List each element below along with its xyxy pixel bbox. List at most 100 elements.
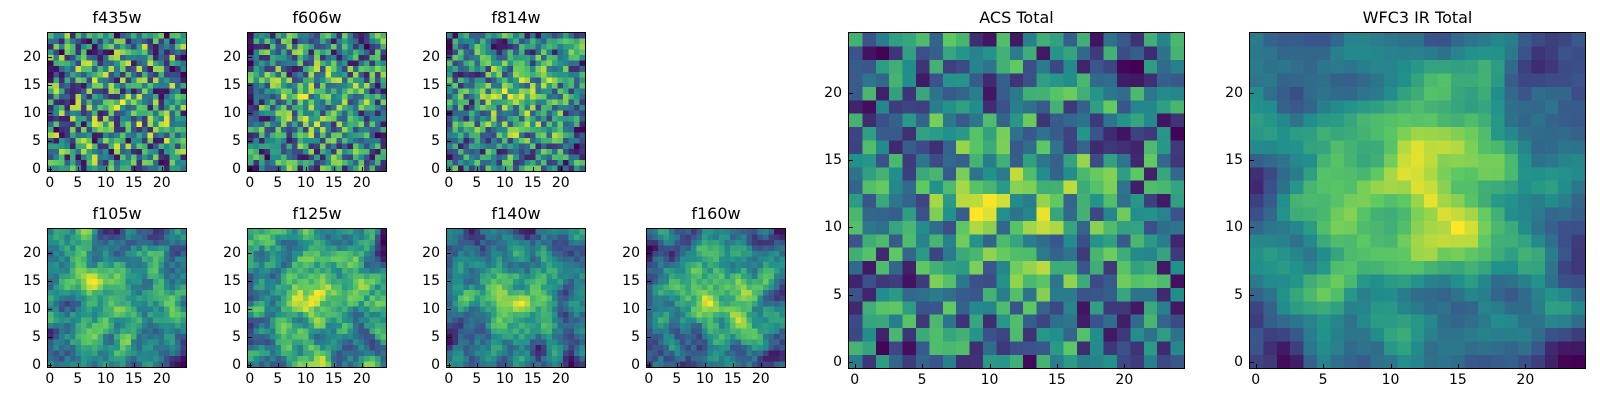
- heatmap-cell: [352, 234, 359, 241]
- heatmap-cell: [281, 273, 287, 279]
- heatmap-cell: [751, 333, 758, 340]
- heatmap-cell: [535, 82, 541, 89]
- heatmap-cell: [64, 262, 71, 268]
- heatmap-cell: [180, 148, 186, 155]
- heatmap-cell: [773, 262, 780, 268]
- heatmap-cell: [768, 273, 775, 279]
- heatmap-cell: [513, 328, 519, 334]
- heatmap-cell: [369, 93, 376, 100]
- heatmap-cell: [264, 240, 271, 246]
- heatmap-cell: [130, 262, 137, 268]
- plot-area: [446, 228, 586, 368]
- heatmap-cell: [119, 322, 126, 329]
- heatmap-cell: [152, 306, 159, 312]
- heatmap-cell: [330, 295, 337, 301]
- heatmap-cell: [75, 77, 82, 83]
- heatmap-cell: [292, 251, 298, 257]
- heatmap-cell: [568, 229, 575, 235]
- heatmap-cell: [535, 104, 541, 111]
- heatmap-cell: [969, 327, 984, 342]
- heatmap-cell: [147, 328, 153, 334]
- heatmap-cell: [319, 322, 326, 329]
- heatmap-cell: [314, 333, 320, 340]
- heatmap-cell: [685, 339, 692, 346]
- heatmap-cell: [125, 60, 131, 67]
- heatmap-cell: [524, 159, 530, 166]
- heatmap-cell: [119, 33, 126, 39]
- heatmap-cell: [136, 126, 142, 133]
- heatmap-cell: [92, 229, 98, 235]
- heatmap-cell: [174, 229, 181, 235]
- heatmap-cell: [341, 99, 348, 105]
- heatmap-cell: [369, 33, 376, 39]
- heatmap-cell: [452, 278, 459, 285]
- heatmap-cell: [130, 49, 137, 56]
- heatmap-cell: [303, 229, 309, 235]
- heatmap-cell: [136, 77, 142, 83]
- heatmap-cell: [669, 311, 675, 318]
- heatmap-cell: [86, 278, 93, 285]
- heatmap-cell: [108, 121, 115, 127]
- heatmap-cell: [141, 300, 148, 307]
- heatmap-cell: [518, 115, 525, 122]
- heatmap-cell: [92, 273, 98, 279]
- heatmap-cell: [1036, 341, 1051, 355]
- heatmap-cell: [141, 355, 148, 362]
- heatmap-cell: [562, 121, 569, 127]
- heatmap-cell: [259, 66, 265, 72]
- heatmap-cell: [713, 245, 719, 252]
- heatmap-cell: [108, 240, 115, 246]
- heatmap-cell: [875, 207, 890, 221]
- heatmap-cell: [125, 143, 131, 150]
- heatmap-cell: [152, 154, 159, 161]
- heatmap-cell: [174, 71, 181, 78]
- heatmap-cell: [862, 126, 877, 141]
- heatmap-cell: [983, 354, 997, 368]
- heatmap-cell: [70, 38, 76, 45]
- heatmap-cell: [92, 137, 98, 144]
- heatmap-cell: [740, 234, 747, 241]
- heatmap-cell: [341, 333, 348, 340]
- heatmap-cell: [325, 49, 331, 56]
- heatmap-cell: [529, 256, 536, 263]
- heatmap-cell: [447, 49, 453, 56]
- heatmap-cell: [447, 262, 453, 268]
- heatmap-cell: [529, 33, 536, 39]
- heatmap-cell: [259, 121, 265, 127]
- heatmap-cell: [535, 251, 541, 257]
- heatmap-cell: [1036, 140, 1051, 154]
- x-tick-mark: [333, 167, 335, 172]
- heatmap-cell: [474, 143, 481, 150]
- heatmap-cell: [75, 234, 82, 241]
- heatmap-cell: [374, 355, 381, 362]
- heatmap-cell: [114, 273, 120, 279]
- heatmap-cell: [352, 289, 359, 296]
- heatmap-cell: [463, 154, 470, 161]
- heatmap-cell: [341, 339, 348, 346]
- heatmap-cell: [325, 350, 331, 357]
- y-tick-label: 20: [422, 49, 440, 66]
- heatmap-cell: [303, 333, 309, 340]
- heatmap-cell: [735, 256, 741, 263]
- heatmap-cell: [292, 38, 298, 45]
- heatmap-cell: [546, 240, 552, 246]
- heatmap-cell: [152, 355, 159, 362]
- heatmap-cell: [259, 289, 265, 296]
- heatmap-cell: [956, 140, 970, 154]
- heatmap-cell: [330, 256, 337, 263]
- heatmap-cell: [513, 229, 519, 235]
- heatmap-cell: [463, 71, 470, 78]
- heatmap-cell: [557, 49, 564, 56]
- heatmap-cell: [281, 104, 287, 111]
- heatmap-cell: [81, 295, 87, 301]
- heatmap-cell: [652, 262, 659, 268]
- heatmap-cell: [469, 88, 475, 94]
- heatmap-cell: [81, 121, 87, 127]
- heatmap-cell: [358, 60, 365, 67]
- heatmap-cell: [707, 328, 714, 334]
- heatmap-cell: [48, 361, 54, 367]
- heatmap-cell: [663, 262, 670, 268]
- heatmap-cell: [380, 245, 386, 252]
- heatmap-cell: [347, 240, 353, 246]
- heatmap-cell: [969, 260, 984, 275]
